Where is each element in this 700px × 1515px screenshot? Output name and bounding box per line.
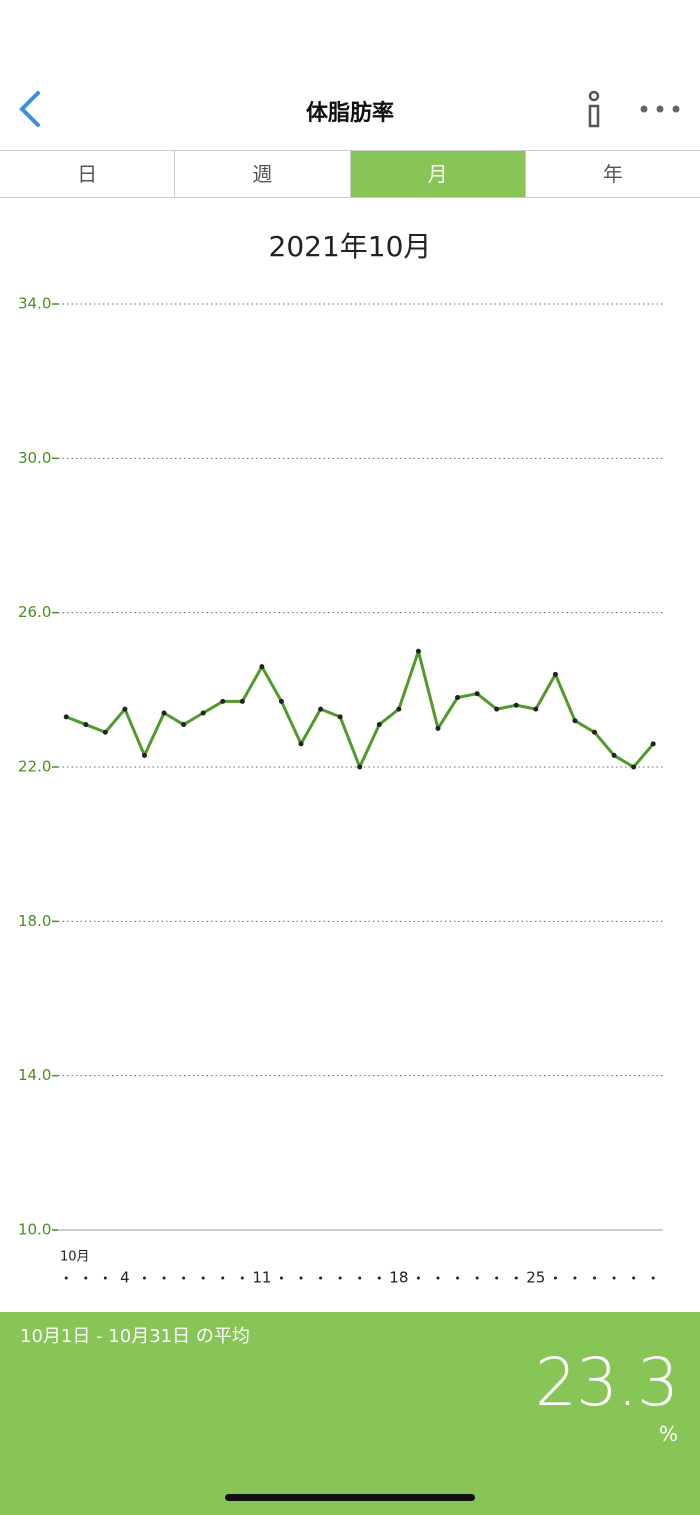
y-tick-label: 18.0 (18, 912, 51, 930)
footer-value: 23.3 (535, 1344, 679, 1421)
day-dot (514, 1276, 518, 1280)
footer-label: 10月1日 - 10月31日 の平均 (20, 1326, 250, 1347)
data-point (494, 706, 500, 712)
day-dot (358, 1276, 362, 1280)
x-tick-label: 11 (252, 1269, 271, 1287)
data-point (161, 710, 167, 716)
day-dot (201, 1276, 205, 1280)
y-tick-label: 34.0 (18, 295, 51, 313)
day-dot (162, 1276, 166, 1280)
day-dot (299, 1276, 303, 1280)
data-point (376, 722, 382, 728)
data-point (435, 725, 441, 731)
data-point (102, 729, 108, 735)
data-point (220, 698, 226, 704)
y-tick-label: 26.0 (18, 603, 51, 621)
data-line (65, 649, 655, 769)
day-dot (279, 1276, 283, 1280)
day-dot (495, 1276, 499, 1280)
y-tick-label: 30.0 (18, 449, 51, 467)
tab-bar: 日週月 年 (0, 150, 700, 198)
x-tick-label: 18 (389, 1269, 408, 1287)
day-dot (573, 1276, 577, 1280)
day-dot (84, 1276, 88, 1280)
y-tick-label: 14.0 (18, 1066, 51, 1084)
data-point (455, 695, 461, 701)
tab[interactable]: 日 (0, 151, 176, 197)
data-point (239, 698, 245, 704)
day-dot (632, 1276, 636, 1280)
data-point (122, 706, 128, 712)
day-dot (416, 1276, 420, 1280)
day-dot (240, 1276, 244, 1280)
day-dot (182, 1276, 186, 1280)
data-point (650, 741, 656, 747)
data-point (63, 714, 69, 720)
day-dot (475, 1276, 479, 1280)
data-point (141, 752, 147, 758)
tab[interactable]: 年 (602, 162, 623, 186)
header-title: 体脂肪率 (305, 101, 394, 126)
day-dot (593, 1276, 597, 1280)
x-tick-label: 4 (120, 1269, 130, 1287)
day-dot (103, 1276, 107, 1280)
day-dot (221, 1276, 225, 1280)
day-dot (64, 1276, 68, 1280)
footer-unit: % (658, 1422, 678, 1446)
data-point (631, 764, 637, 770)
x-tick-label: 25 (526, 1269, 545, 1287)
tab[interactable]: 月 (350, 151, 526, 197)
day-dot (612, 1276, 616, 1280)
data-point (396, 706, 402, 712)
day-dot (456, 1276, 460, 1280)
data-point (533, 706, 539, 712)
footer: 10月1日 - 10月31日 の平均 23.3 % (0, 1312, 700, 1515)
data-point (474, 691, 480, 697)
info-button[interactable] (588, 90, 600, 128)
day-dot (338, 1276, 342, 1280)
data-point (552, 671, 558, 677)
back-button[interactable] (19, 91, 40, 127)
data-point (278, 698, 284, 704)
y-tick-label: 10.0 (18, 1221, 51, 1239)
chart-title: 2021年10月 (269, 230, 432, 263)
day-dot (553, 1276, 557, 1280)
data-point (337, 714, 343, 720)
day-dot (651, 1276, 655, 1280)
data-point (592, 729, 598, 735)
data-point (318, 706, 324, 712)
day-dot (436, 1276, 440, 1280)
more-button[interactable] (640, 105, 680, 113)
data-point (357, 764, 363, 770)
data-point (298, 741, 304, 747)
day-dot (319, 1276, 323, 1280)
data-point (83, 722, 89, 728)
data-point (200, 710, 206, 716)
day-dot (377, 1276, 381, 1280)
data-point (259, 664, 265, 670)
data-point (572, 718, 578, 724)
data-point (611, 752, 617, 758)
x-first-label: 10月 (60, 1250, 90, 1265)
data-point (181, 722, 187, 728)
data-point (415, 648, 421, 654)
data-point (513, 702, 519, 708)
day-dot (142, 1276, 146, 1280)
tab[interactable]: 週 (175, 151, 351, 197)
home-indicator (225, 1494, 475, 1501)
y-tick-label: 22.0 (18, 758, 51, 776)
